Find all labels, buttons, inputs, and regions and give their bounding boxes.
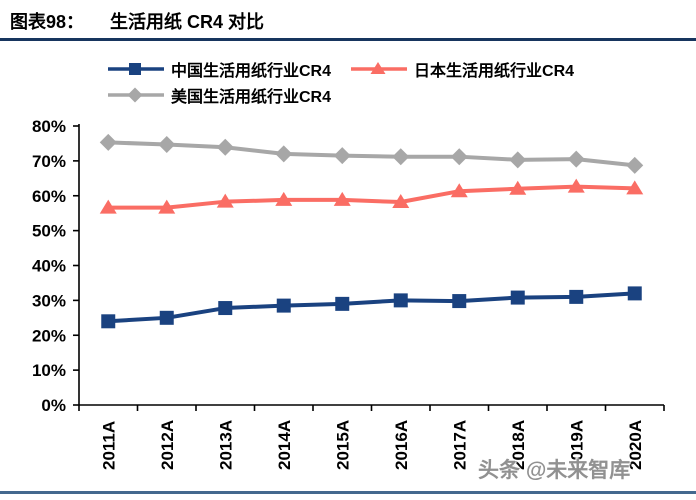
legend-row-1: 中国生活用纸行业CR4 日本生活用纸行业CR4 [108, 56, 574, 82]
x-axis-label: 2016A [392, 420, 411, 470]
data-point-us [450, 148, 468, 166]
data-point-japan [216, 193, 234, 208]
legend-item-china: 中国生活用纸行业CR4 [108, 57, 331, 81]
data-point-us [626, 156, 644, 174]
series-line-japan [106, 184, 637, 210]
diamond-marker-icon [108, 87, 164, 103]
y-axis-label: 30% [32, 291, 66, 310]
line-chart: 80% 70% 60% 50% 40% 30% 20% 10% 0% 2011A 2012A 2013… [32, 117, 665, 470]
data-point-china [159, 310, 174, 325]
data-point-japan [392, 194, 410, 209]
data-point-china [627, 286, 642, 301]
legend-label-us: 美国生活用纸行业CR4 [171, 89, 332, 106]
figure-number: 图表98： [10, 12, 85, 32]
series-line-china [106, 291, 637, 324]
x-axis-label: 2013A [216, 420, 235, 470]
data-point-china [393, 293, 408, 308]
watermark: 头条 @未来智库 [478, 459, 631, 482]
data-point-china [335, 296, 350, 311]
series-line-us [106, 140, 637, 168]
data-point-china [218, 301, 233, 316]
y-axis-label: 10% [32, 361, 66, 380]
legend-item-us: 美国生活用纸行业CR4 [108, 83, 331, 107]
legend-item-japan: 日本生活用纸行业CR4 [351, 57, 574, 81]
x-axis-label: 2014A [275, 420, 294, 470]
bottom-border [0, 491, 696, 494]
legend-row-2: 美国生活用纸行业CR4 [108, 82, 574, 108]
data-point-us [99, 133, 117, 151]
legend-label-china: 中国生活用纸行业CR4 [171, 63, 332, 80]
data-point-us [158, 135, 176, 153]
data-point-us [275, 145, 293, 163]
y-axis-label: 0% [41, 396, 66, 415]
x-axis-label: 2018A [509, 420, 528, 470]
data-point-japan [333, 191, 351, 206]
y-axis-label: 40% [32, 257, 66, 276]
data-point-japan [567, 178, 585, 193]
x-axis-label: 2020A [626, 420, 645, 470]
data-point-china [569, 289, 584, 304]
figure-header: 图表98： 生活用纸 CR4 对比 [10, 8, 264, 34]
y-axis-label: 60% [32, 187, 66, 206]
data-point-us [567, 150, 585, 168]
figure-title: 生活用纸 CR4 对比 [110, 12, 265, 32]
chart-area: 80% 70% 60% 50% 40% 30% 20% 10% 0% 2011A 2012A 2013… [0, 113, 696, 490]
y-axis-label: 50% [32, 222, 66, 241]
data-point-us [216, 138, 234, 156]
data-point-us [333, 147, 351, 165]
triangle-marker-icon [351, 62, 408, 74]
data-point-japan [509, 180, 527, 195]
data-point-us [509, 151, 527, 169]
legend-label-japan: 日本生活用纸行业CR4 [414, 63, 575, 80]
data-point-china [452, 294, 467, 309]
x-axis-label: 2019A [567, 420, 586, 470]
data-point-japan [158, 199, 176, 214]
data-point-japan [450, 183, 468, 198]
x-axis-label: 2011A [99, 421, 118, 470]
title-underline [0, 38, 696, 41]
x-axis-label: 2017A [450, 420, 469, 470]
data-point-japan [275, 191, 293, 206]
data-point-china [276, 298, 291, 313]
x-axis-label: 2015A [333, 420, 352, 470]
data-point-china [101, 314, 116, 329]
data-point-china [510, 290, 525, 305]
chart-legend: 中国生活用纸行业CR4 日本生活用纸行业CR4 美国生活用纸行业CR4 [108, 56, 574, 108]
y-axis-label: 20% [32, 326, 66, 345]
data-point-us [392, 148, 410, 166]
y-axis-label: 70% [32, 152, 66, 171]
data-point-japan [626, 180, 644, 195]
x-axis-label: 2012A [158, 420, 177, 470]
data-point-japan [99, 199, 117, 214]
y-axis-label: 80% [32, 117, 66, 136]
square-marker-icon [108, 63, 164, 75]
